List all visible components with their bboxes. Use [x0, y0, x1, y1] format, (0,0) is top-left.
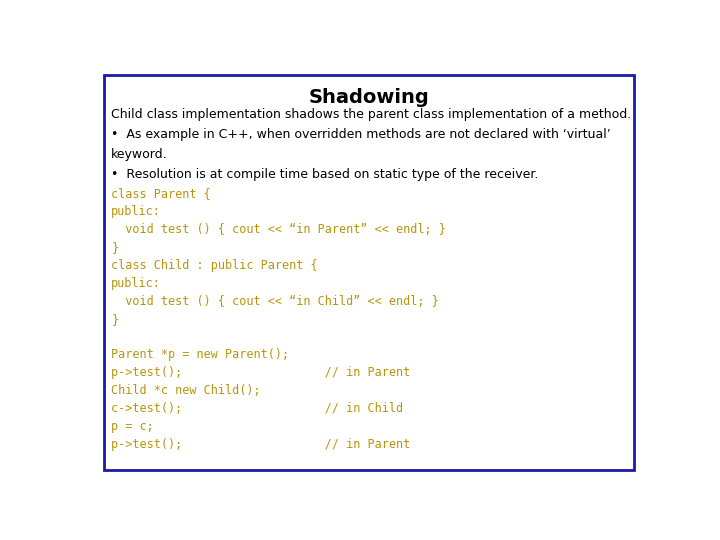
Text: }: }: [111, 313, 118, 326]
Text: Child *c new Child();: Child *c new Child();: [111, 384, 261, 397]
Text: Parent *p = new Parent();: Parent *p = new Parent();: [111, 348, 289, 361]
FancyBboxPatch shape: [104, 75, 634, 470]
Text: •  Resolution is at compile time based on static type of the receiver.: • Resolution is at compile time based on…: [111, 168, 539, 181]
Text: keyword.: keyword.: [111, 148, 168, 161]
Text: public:: public:: [111, 277, 161, 290]
Text: }: }: [111, 241, 118, 254]
Text: p->test();                    // in Parent: p->test(); // in Parent: [111, 366, 410, 379]
Text: public:: public:: [111, 205, 161, 218]
Text: p = c;: p = c;: [111, 420, 154, 433]
Text: Shadowing: Shadowing: [309, 87, 429, 107]
Text: void test () { cout << “in Parent” << endl; }: void test () { cout << “in Parent” << en…: [111, 223, 446, 236]
Text: p->test();                    // in Parent: p->test(); // in Parent: [111, 438, 410, 451]
Text: c->test();                    // in Child: c->test(); // in Child: [111, 402, 403, 415]
Text: void test () { cout << “in Child” << endl; }: void test () { cout << “in Child” << end…: [111, 295, 439, 308]
Text: •  As example in C++, when overridden methods are not declared with ‘virtual’: • As example in C++, when overridden met…: [111, 129, 611, 141]
Text: class Child : public Parent {: class Child : public Parent {: [111, 259, 318, 272]
Text: class Parent {: class Parent {: [111, 187, 211, 200]
Text: Child class implementation shadows the parent class implementation of a method.: Child class implementation shadows the p…: [111, 109, 631, 122]
